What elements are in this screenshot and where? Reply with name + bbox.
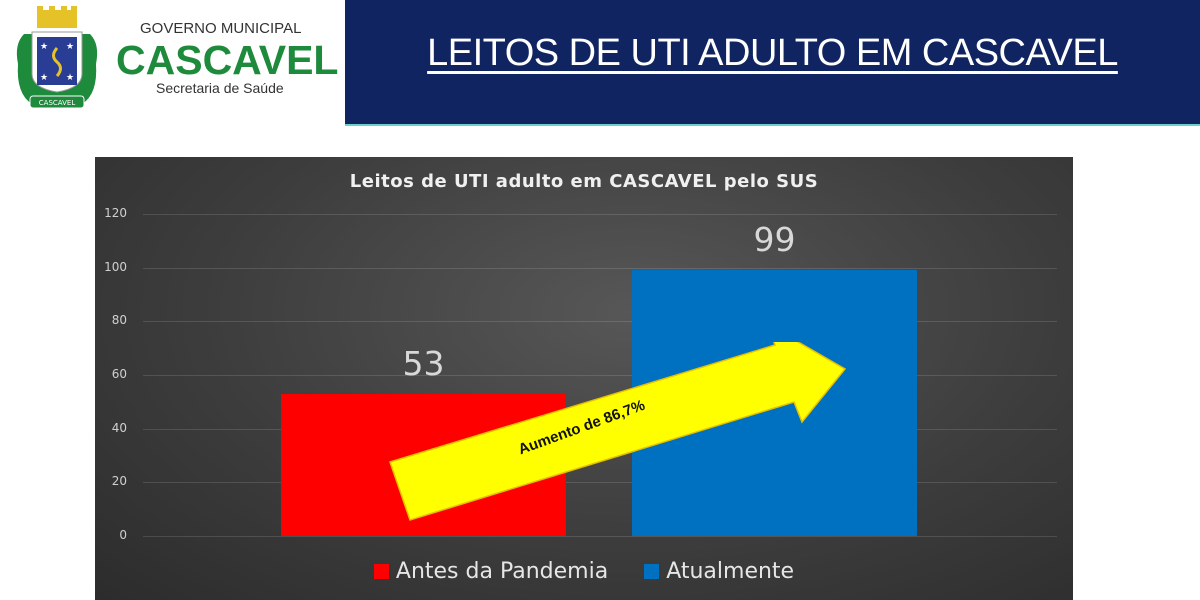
gridline <box>143 214 1057 215</box>
chart-legend: Antes da Pandemia Atualmente <box>95 559 1073 584</box>
title-banner: LEITOS DE UTI ADULTO EM CASCAVEL <box>345 0 1200 126</box>
svg-text:★: ★ <box>66 73 74 83</box>
gridline <box>143 536 1057 537</box>
svg-text:★: ★ <box>40 73 48 83</box>
increase-arrow-icon <box>389 342 847 521</box>
legend-label: Antes da Pandemia <box>395 559 609 584</box>
municipal-logo: ★ ★ ★ ★ CASCAVEL GOVERNO MUNICIPAL CASCAVE… <box>0 0 345 125</box>
legend-item-before-pandemic: Antes da Pandemia <box>373 559 609 584</box>
bar-data-label: 53 <box>402 343 445 383</box>
svg-text:★: ★ <box>66 42 74 52</box>
gridline <box>143 375 1057 376</box>
y-axis-tick-label: 120 <box>104 206 127 220</box>
logo-government-text: GOVERNO MUNICIPAL <box>140 20 302 37</box>
legend-swatch-blue <box>644 564 660 579</box>
gridline <box>143 482 1057 484</box>
svg-text:★: ★ <box>40 42 48 52</box>
page-title: LEITOS DE UTI ADULTO EM CASCAVEL <box>427 32 1118 74</box>
logo-city-name: CASCAVEL <box>116 37 339 83</box>
legend-label: Atualmente <box>666 559 795 584</box>
y-axis-tick-label: 40 <box>111 420 127 435</box>
chart-title: Leitos de UTI adulto em CASCAVEL pelo SU… <box>349 171 819 192</box>
city-crest-icon: ★ ★ ★ ★ CASCAVEL <box>16 6 98 109</box>
y-axis-tick-label: 0 <box>119 528 127 542</box>
y-axis-tick-label: 100 <box>104 259 127 274</box>
y-axis-tick-label: 60 <box>111 367 127 381</box>
legend-swatch-red <box>373 564 389 579</box>
svg-text:CASCAVEL: CASCAVEL <box>39 99 76 107</box>
gridline <box>143 321 1057 323</box>
legend-item-currently: Atualmente <box>644 559 794 584</box>
logo-department: Secretaria de Saúde <box>156 80 284 96</box>
bar-data-label: 99 <box>753 220 796 260</box>
gridline <box>143 267 1057 269</box>
y-axis-tick-label: 80 <box>111 313 127 328</box>
y-axis-tick-label: 20 <box>111 474 127 489</box>
bar-chart: Leitos de UTI adulto em CASCAVEL pelo SU… <box>95 157 1073 600</box>
